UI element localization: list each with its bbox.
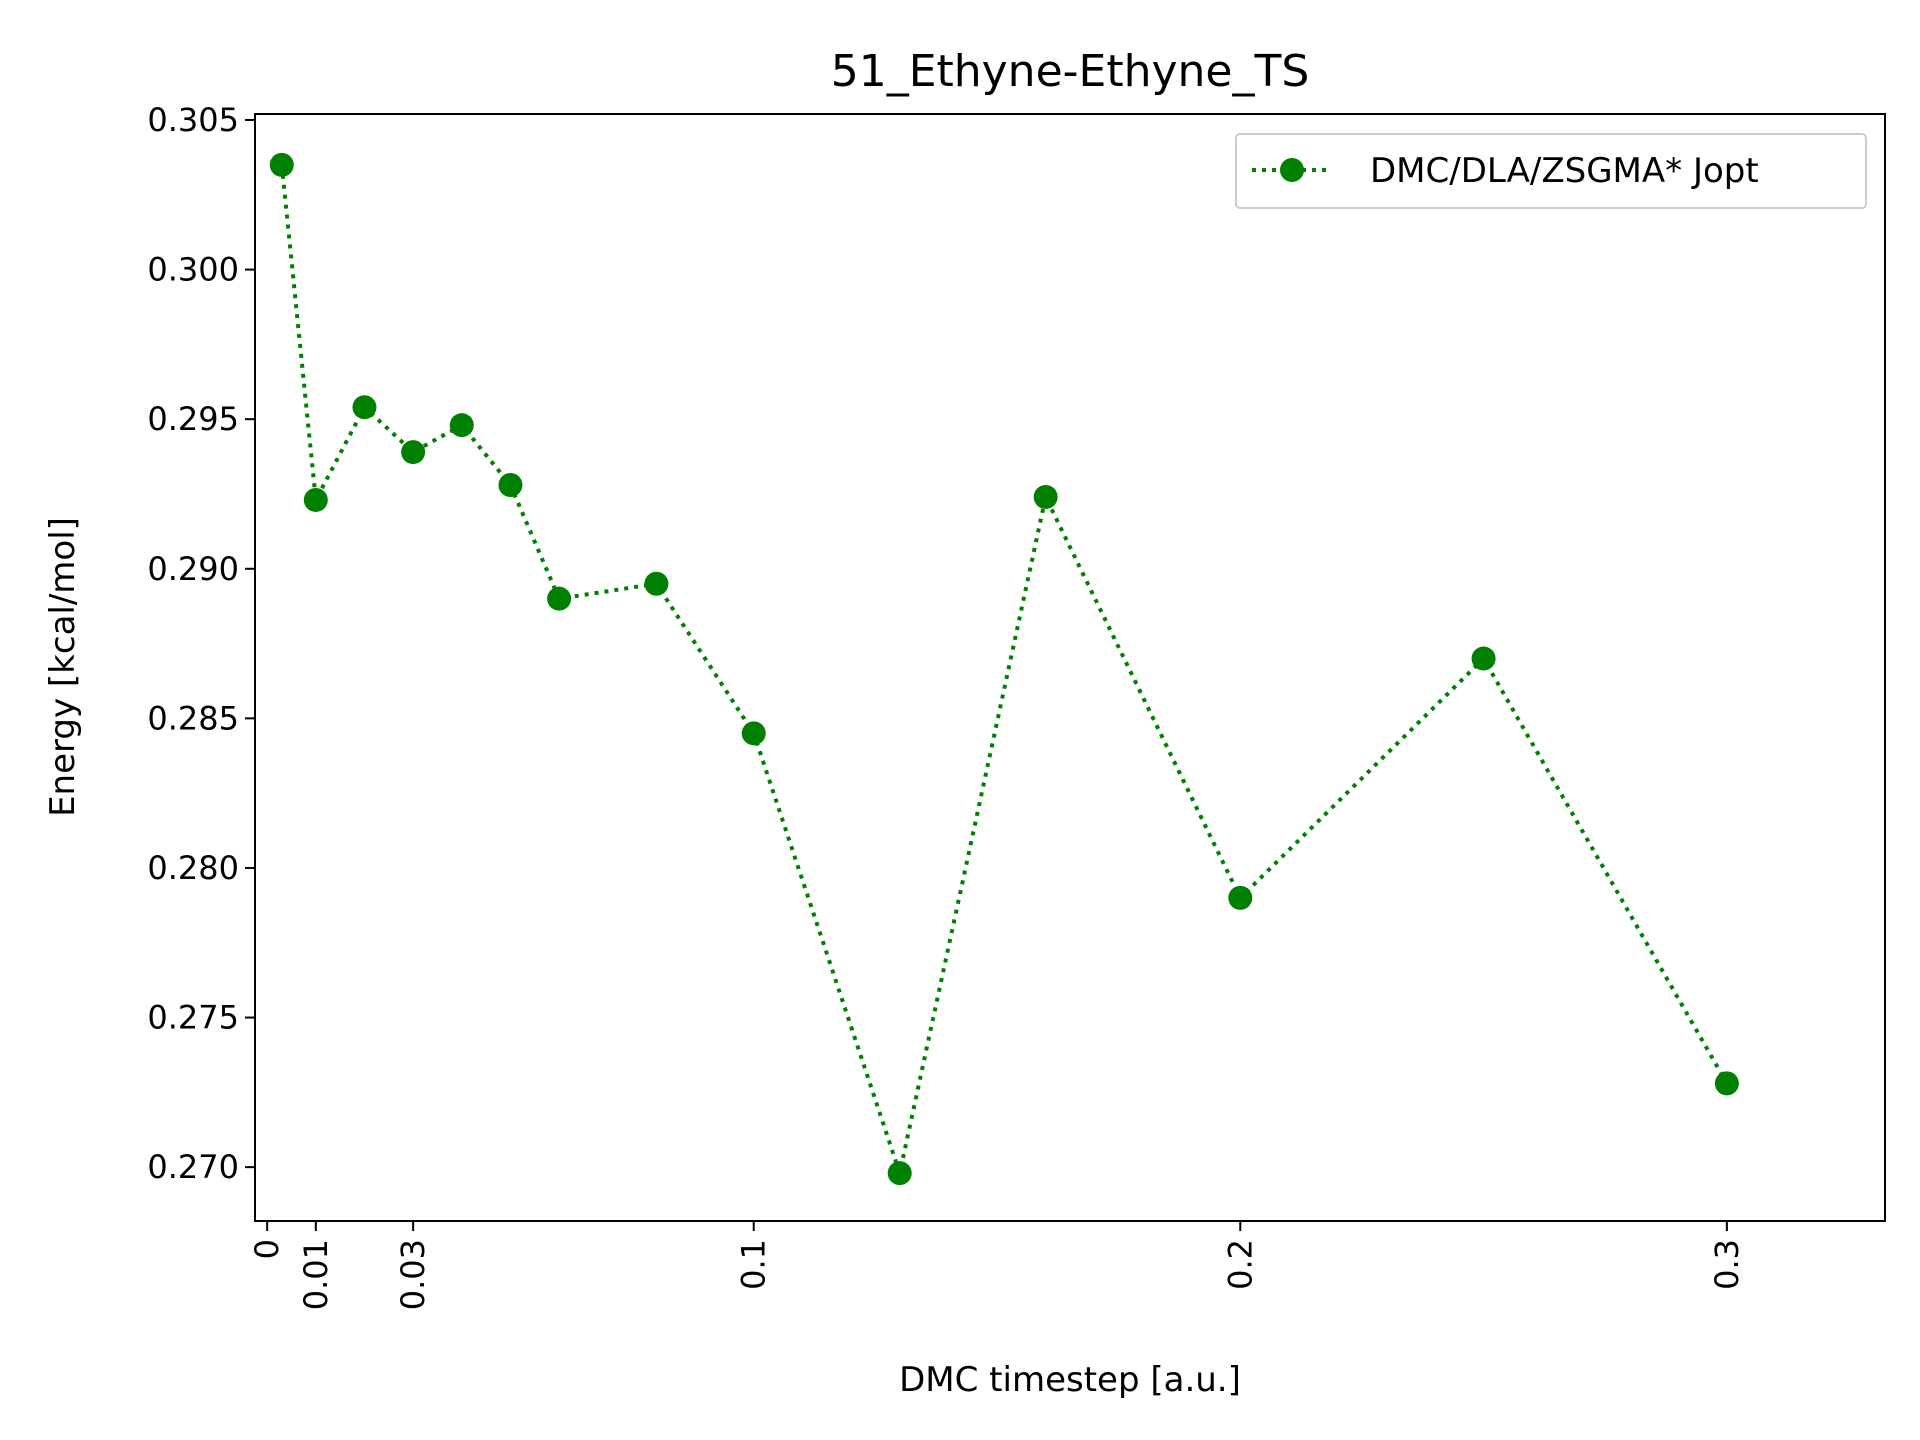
legend: DMC/DLA/ZSGMA* Jopt (1235, 133, 1867, 209)
y-axis: 0.270 0.275 0.280 0.285 0.290 0.295 0.300 0.305 (147, 101, 255, 1186)
y-tick-label: 0.295 (147, 400, 239, 438)
data-point (303, 487, 328, 512)
y-tick-label: 0.300 (147, 251, 239, 289)
y-tick-label: 0.305 (147, 101, 239, 139)
data-point (1714, 1071, 1739, 1096)
x-tick-label: 0.1 (735, 1239, 773, 1290)
x-tick-label: 0.01 (297, 1239, 335, 1310)
y-axis-label: Energy [kcal/mol] (43, 517, 83, 817)
data-point (352, 395, 377, 420)
data-point (1033, 484, 1058, 509)
y-tick-label: 0.275 (147, 999, 239, 1037)
data-point (1471, 646, 1496, 671)
y-tick-label: 0.290 (147, 550, 239, 588)
series-line (279, 164, 1729, 1181)
y-tick-label: 0.280 (147, 849, 239, 887)
data-point (547, 586, 572, 611)
y-tick-label: 0.285 (147, 699, 239, 737)
legend-box (1235, 133, 1867, 209)
plot-frame (254, 113, 1886, 1222)
data-point (449, 413, 474, 438)
x-axis: 0 0.01 0.03 0.1 0.2 0.3 (248, 1221, 1746, 1310)
series-layer (269, 152, 1739, 1186)
x-tick-label: 0 (248, 1239, 286, 1259)
x-tick-label: 0.3 (1708, 1239, 1746, 1290)
data-point (1228, 885, 1253, 910)
data-point (887, 1161, 912, 1186)
data-point (644, 571, 669, 596)
legend-marker-sample (1280, 158, 1304, 182)
chart-title: 51_Ethyne-Ethyne_TS (831, 46, 1310, 97)
x-axis-label: DMC timestep [a.u.] (899, 1360, 1241, 1400)
y-tick-label: 0.270 (147, 1148, 239, 1186)
data-point (269, 152, 294, 177)
data-point (741, 721, 766, 746)
x-tick-label: 0.2 (1221, 1239, 1259, 1290)
data-point (401, 440, 426, 465)
data-point (498, 472, 523, 497)
legend-label: DMC/DLA/ZSGMA* Jopt (1370, 151, 1759, 191)
x-tick-label: 0.03 (394, 1239, 432, 1310)
